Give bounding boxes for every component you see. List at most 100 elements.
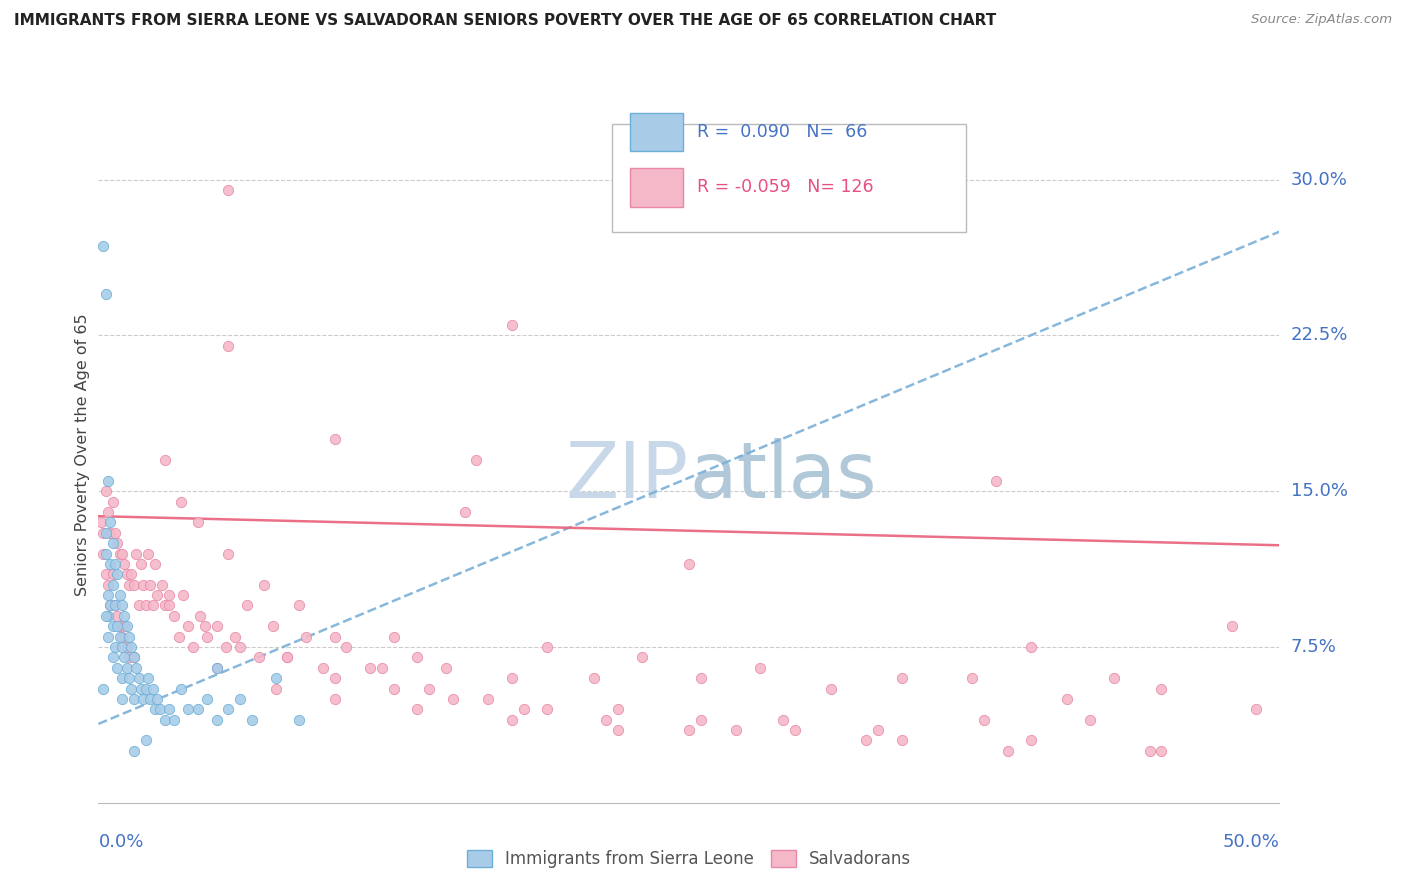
- Point: [288, 599, 311, 613]
- Point: [501, 318, 523, 332]
- Point: [997, 744, 1019, 758]
- Point: [962, 671, 984, 685]
- Point: [122, 744, 145, 758]
- Point: [536, 640, 558, 654]
- Point: [264, 681, 287, 696]
- Point: [101, 578, 124, 592]
- Point: [177, 702, 200, 716]
- Point: [97, 608, 120, 623]
- FancyBboxPatch shape: [630, 112, 683, 151]
- Point: [264, 671, 287, 685]
- Point: [276, 650, 298, 665]
- Point: [1150, 681, 1173, 696]
- Point: [121, 640, 143, 654]
- Point: [97, 588, 120, 602]
- Point: [890, 671, 912, 685]
- Point: [111, 692, 134, 706]
- Point: [224, 630, 246, 644]
- Point: [855, 733, 877, 747]
- Point: [90, 516, 112, 530]
- Point: [630, 650, 652, 665]
- Point: [115, 640, 138, 654]
- Point: [101, 494, 124, 508]
- Point: [115, 567, 138, 582]
- Point: [132, 692, 155, 706]
- Point: [253, 578, 276, 592]
- Point: [97, 505, 120, 519]
- Point: [136, 671, 159, 685]
- Point: [583, 671, 606, 685]
- Point: [149, 702, 172, 716]
- Point: [1139, 744, 1161, 758]
- Point: [406, 650, 429, 665]
- Point: [125, 661, 148, 675]
- Point: [512, 702, 534, 716]
- Point: [195, 630, 218, 644]
- Text: 22.5%: 22.5%: [1291, 326, 1348, 344]
- Point: [132, 578, 155, 592]
- Point: [115, 661, 138, 675]
- Point: [136, 547, 159, 561]
- Point: [689, 671, 711, 685]
- Point: [323, 692, 346, 706]
- Point: [1102, 671, 1125, 685]
- FancyBboxPatch shape: [630, 169, 683, 207]
- Point: [607, 723, 630, 738]
- Point: [135, 681, 157, 696]
- Point: [112, 619, 135, 633]
- Point: [108, 630, 131, 644]
- Point: [323, 671, 346, 685]
- Point: [205, 661, 228, 675]
- Point: [725, 723, 748, 738]
- Point: [104, 640, 127, 654]
- Point: [172, 588, 194, 602]
- Y-axis label: Seniors Poverty Over the Age of 65: Seniors Poverty Over the Age of 65: [75, 314, 90, 596]
- Point: [115, 619, 138, 633]
- Point: [94, 547, 117, 561]
- Point: [205, 619, 228, 633]
- Point: [129, 557, 152, 571]
- Point: [678, 557, 700, 571]
- Point: [101, 567, 124, 582]
- Point: [501, 671, 523, 685]
- Point: [181, 640, 204, 654]
- Point: [104, 599, 127, 613]
- Point: [111, 547, 134, 561]
- Point: [335, 640, 357, 654]
- Point: [157, 588, 180, 602]
- Text: R = -0.059   N= 126: R = -0.059 N= 126: [697, 178, 875, 196]
- Text: atlas: atlas: [689, 438, 876, 514]
- Point: [143, 557, 166, 571]
- Point: [121, 567, 143, 582]
- Text: 15.0%: 15.0%: [1291, 483, 1347, 500]
- Text: IMMIGRANTS FROM SIERRA LEONE VS SALVADORAN SENIORS POVERTY OVER THE AGE OF 65 CO: IMMIGRANTS FROM SIERRA LEONE VS SALVADOR…: [14, 13, 997, 29]
- Point: [111, 640, 134, 654]
- Point: [1244, 702, 1267, 716]
- Point: [215, 640, 238, 654]
- Point: [108, 547, 131, 561]
- Point: [240, 713, 263, 727]
- Point: [104, 525, 127, 540]
- Point: [236, 599, 259, 613]
- Point: [607, 702, 630, 716]
- Point: [122, 578, 145, 592]
- Point: [111, 599, 134, 613]
- Point: [118, 630, 141, 644]
- Point: [382, 681, 405, 696]
- Point: [105, 536, 128, 550]
- Point: [108, 588, 131, 602]
- Point: [142, 681, 165, 696]
- Point: [229, 692, 252, 706]
- Point: [146, 588, 169, 602]
- Point: [94, 287, 117, 301]
- Point: [167, 630, 190, 644]
- Point: [1056, 692, 1078, 706]
- Point: [890, 733, 912, 747]
- Point: [101, 619, 124, 633]
- Point: [153, 713, 176, 727]
- Point: [129, 681, 152, 696]
- Point: [122, 650, 145, 665]
- Point: [94, 567, 117, 582]
- Point: [118, 671, 141, 685]
- Point: [98, 557, 121, 571]
